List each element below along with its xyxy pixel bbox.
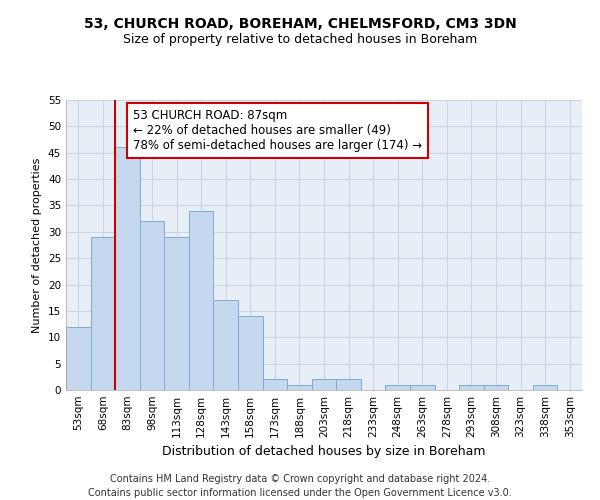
Bar: [238, 316, 263, 390]
Bar: [287, 384, 312, 390]
Bar: [140, 222, 164, 390]
Bar: [164, 237, 189, 390]
Text: 53 CHURCH ROAD: 87sqm
← 22% of detached houses are smaller (49)
78% of semi-deta: 53 CHURCH ROAD: 87sqm ← 22% of detached …: [133, 108, 422, 152]
Text: Contains HM Land Registry data © Crown copyright and database right 2024.
Contai: Contains HM Land Registry data © Crown c…: [88, 474, 512, 498]
Bar: [410, 384, 434, 390]
Bar: [459, 384, 484, 390]
Bar: [115, 148, 140, 390]
X-axis label: Distribution of detached houses by size in Boreham: Distribution of detached houses by size …: [162, 446, 486, 458]
Text: 53, CHURCH ROAD, BOREHAM, CHELMSFORD, CM3 3DN: 53, CHURCH ROAD, BOREHAM, CHELMSFORD, CM…: [83, 18, 517, 32]
Bar: [533, 384, 557, 390]
Y-axis label: Number of detached properties: Number of detached properties: [32, 158, 43, 332]
Bar: [189, 210, 214, 390]
Bar: [484, 384, 508, 390]
Bar: [263, 380, 287, 390]
Bar: [336, 380, 361, 390]
Bar: [312, 380, 336, 390]
Bar: [66, 326, 91, 390]
Text: Size of property relative to detached houses in Boreham: Size of property relative to detached ho…: [123, 32, 477, 46]
Bar: [214, 300, 238, 390]
Bar: [385, 384, 410, 390]
Bar: [91, 237, 115, 390]
